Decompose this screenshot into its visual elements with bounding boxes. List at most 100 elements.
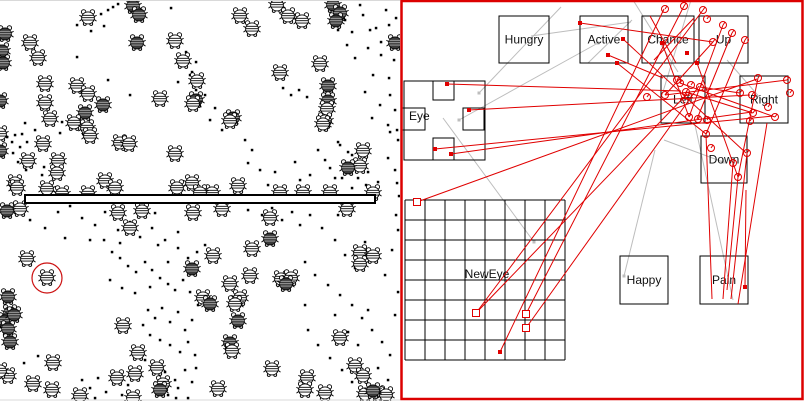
creature[interactable] (127, 34, 147, 51)
food-dot (336, 140, 340, 144)
synapse-circle (702, 130, 710, 138)
node-box-right[interactable] (739, 75, 789, 124)
creature[interactable] (47, 164, 67, 181)
creature[interactable] (292, 12, 312, 29)
creature[interactable] (78, 9, 98, 26)
creature[interactable] (262, 360, 282, 377)
creature[interactable] (129, 6, 149, 23)
creature[interactable] (150, 90, 170, 107)
creature[interactable] (80, 127, 100, 144)
creature[interactable] (165, 32, 185, 49)
eye-sensor-cell[interactable] (462, 107, 485, 131)
food-dot (174, 396, 178, 400)
creature[interactable] (260, 209, 280, 226)
creature[interactable] (125, 365, 145, 382)
creature[interactable] (35, 75, 55, 92)
creature[interactable] (353, 367, 373, 384)
creature[interactable] (187, 72, 207, 89)
node-box-down[interactable] (700, 135, 748, 184)
node-box-hungry[interactable] (498, 15, 550, 64)
creature[interactable] (225, 295, 245, 312)
creature[interactable] (173, 52, 193, 69)
creature[interactable] (0, 142, 10, 159)
creature[interactable] (338, 159, 358, 176)
creature[interactable] (0, 25, 15, 42)
creature[interactable] (20, 34, 40, 51)
node-box-happy[interactable] (619, 255, 669, 305)
creature[interactable] (385, 34, 400, 51)
food-dot (196, 303, 200, 307)
creature[interactable] (33, 135, 53, 152)
creature[interactable] (208, 380, 228, 397)
node-box-pain[interactable] (699, 255, 749, 305)
creature[interactable] (70, 387, 90, 401)
creature[interactable] (295, 381, 315, 398)
node-box-active[interactable] (579, 15, 629, 64)
brain-panel[interactable]: HungryActiveChanceUpLeftRightDownHappyPa… (400, 0, 804, 401)
world-panel[interactable] (0, 0, 400, 401)
creature[interactable] (108, 204, 128, 221)
creature[interactable] (17, 250, 37, 267)
creature[interactable] (147, 359, 167, 376)
creature[interactable] (260, 230, 280, 247)
creature[interactable] (228, 177, 248, 194)
eye-sensor-cell[interactable] (432, 80, 455, 101)
creature[interactable] (0, 54, 13, 71)
creature[interactable] (0, 288, 18, 305)
creature[interactable] (0, 202, 17, 219)
creature[interactable] (220, 112, 240, 129)
creature[interactable] (42, 381, 62, 398)
creature[interactable] (7, 179, 27, 196)
creature[interactable] (203, 247, 223, 264)
creature[interactable] (240, 267, 260, 284)
creature[interactable] (43, 354, 63, 371)
neweye-grid[interactable] (404, 199, 566, 361)
creature[interactable] (270, 64, 290, 81)
creature[interactable] (326, 12, 346, 29)
creature[interactable] (220, 275, 240, 292)
creature[interactable] (78, 85, 98, 102)
node-label-active: Active (588, 33, 621, 47)
creature[interactable] (330, 329, 350, 346)
creature[interactable] (222, 342, 242, 359)
creature[interactable] (107, 369, 127, 386)
creature[interactable] (183, 95, 203, 112)
creature[interactable] (93, 96, 113, 113)
synapse-circle (728, 29, 736, 37)
creature[interactable] (105, 179, 125, 196)
creature[interactable] (0, 92, 10, 109)
creature[interactable] (0, 333, 20, 350)
creature[interactable] (123, 389, 143, 401)
creature[interactable] (276, 275, 296, 292)
creature[interactable] (313, 115, 333, 132)
creature[interactable] (228, 312, 248, 329)
creature[interactable] (35, 94, 55, 111)
creature[interactable] (242, 20, 262, 37)
creature[interactable] (18, 152, 38, 169)
creature[interactable] (40, 110, 60, 127)
creature[interactable] (363, 247, 383, 264)
creature[interactable] (183, 204, 203, 221)
creature[interactable] (242, 240, 262, 257)
creature[interactable] (353, 142, 373, 159)
creature[interactable] (200, 295, 220, 312)
creature[interactable] (278, 7, 298, 24)
creature[interactable] (64, 114, 84, 131)
synapse-circle (783, 76, 791, 84)
creature[interactable] (132, 202, 152, 219)
creature[interactable] (318, 77, 338, 94)
creature[interactable] (120, 219, 140, 236)
creature[interactable] (150, 381, 170, 398)
creature[interactable] (182, 260, 202, 277)
creature[interactable] (37, 269, 57, 286)
creature[interactable] (315, 384, 335, 401)
creature[interactable] (310, 55, 330, 72)
creature[interactable] (28, 49, 48, 66)
food-dot (42, 165, 46, 169)
creature[interactable] (167, 179, 187, 196)
creature[interactable] (0, 125, 10, 142)
creature[interactable] (128, 344, 148, 361)
creature[interactable] (23, 375, 43, 392)
creature[interactable] (113, 317, 133, 334)
creature[interactable] (165, 145, 185, 162)
